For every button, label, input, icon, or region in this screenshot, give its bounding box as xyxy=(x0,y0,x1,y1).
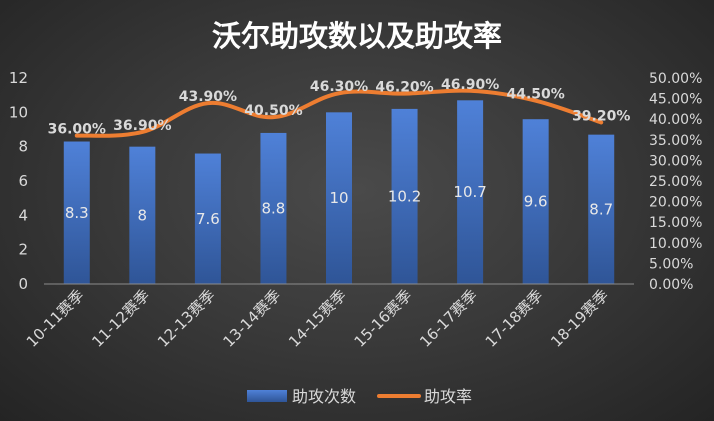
y-left-tick-label: 2 xyxy=(18,241,28,259)
line-value-label: 39.20% xyxy=(572,108,630,124)
y-right-tick-label: 20.00% xyxy=(649,195,702,211)
bar-value-label: 8.3 xyxy=(65,204,89,222)
x-tick-label: 13-14赛季 xyxy=(220,286,285,351)
y-right-tick-label: 40.00% xyxy=(649,112,702,128)
y-right-tick-label: 0.00% xyxy=(649,277,693,293)
legend-label-line: 助攻率 xyxy=(424,387,472,406)
bar-value-label: 9.6 xyxy=(524,193,548,211)
x-tick-label: 16-17赛季 xyxy=(416,286,481,351)
bar xyxy=(457,100,484,284)
y-right-tick-label: 15.00% xyxy=(649,215,702,231)
x-tick-label: 14-15赛季 xyxy=(285,286,350,351)
y-right-tick-label: 35.00% xyxy=(649,133,702,149)
bar xyxy=(326,112,352,284)
bar xyxy=(588,134,615,284)
legend: 助攻次数 助攻率 xyxy=(247,387,472,406)
y-right-tick-label: 5.00% xyxy=(649,256,693,272)
y-right-tick-label: 45.00% xyxy=(649,92,702,108)
bar-value-label: 8.8 xyxy=(262,199,286,217)
bar xyxy=(522,119,549,284)
line-value-label: 43.90% xyxy=(179,89,237,105)
line-value-label: 44.50% xyxy=(507,87,565,103)
y-left-tick-label: 4 xyxy=(18,206,28,224)
bar xyxy=(260,132,287,284)
x-tick-label: 17-18赛季 xyxy=(482,286,547,351)
bar xyxy=(194,153,221,284)
bar-value-label: 10 xyxy=(329,189,348,207)
x-tick-label: 10-11赛季 xyxy=(23,286,88,351)
bar-value-label: 10.7 xyxy=(453,183,486,201)
bar-value-label: 8.7 xyxy=(589,200,613,218)
series-line xyxy=(74,88,604,138)
x-tick-label: 15-16赛季 xyxy=(351,286,416,351)
line-value-label: 40.50% xyxy=(244,103,302,119)
y-right-tick-label: 25.00% xyxy=(649,174,702,190)
bar xyxy=(63,141,90,284)
line-value-label: 36.90% xyxy=(113,118,171,134)
bar xyxy=(129,146,156,284)
y-right-tick-label: 10.00% xyxy=(649,236,702,252)
line-value-label: 46.30% xyxy=(310,79,368,95)
y-right-tick-label: 30.00% xyxy=(649,153,702,169)
line-value-label: 46.20% xyxy=(375,80,433,96)
chart-title: 沃尔助攻数以及助攻率 xyxy=(212,19,502,53)
bar-value-label: 8 xyxy=(138,206,148,224)
line-value-label: 36.00% xyxy=(48,122,106,138)
x-tick-label: 11-12赛季 xyxy=(88,286,153,351)
legend-label-bar: 助攻次数 xyxy=(292,387,356,406)
y-left-tick-label: 6 xyxy=(18,172,28,190)
y-left-tick-label: 8 xyxy=(18,138,28,156)
legend-swatch-bar xyxy=(247,390,287,402)
x-tick-label: 12-13赛季 xyxy=(154,286,219,351)
bar-value-label: 10.2 xyxy=(388,187,421,205)
y-left-tick-label: 10 xyxy=(9,103,28,121)
y-left-tick-label: 12 xyxy=(9,69,28,87)
y-right-tick-label: 50.00% xyxy=(649,71,702,87)
y-left-tick-label: 0 xyxy=(18,275,28,293)
x-tick-label: 18-19赛季 xyxy=(547,286,612,351)
line-value-label: 46.90% xyxy=(441,77,499,93)
bar xyxy=(391,108,418,285)
bar-value-label: 7.6 xyxy=(196,210,220,228)
